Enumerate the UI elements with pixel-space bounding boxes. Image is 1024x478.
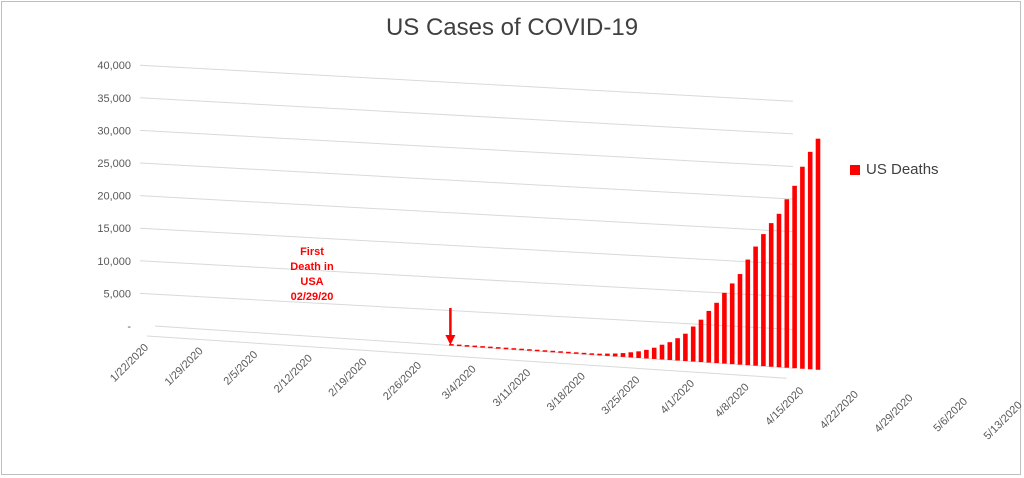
bar <box>675 338 680 361</box>
bar <box>456 344 462 347</box>
legend-label: US Deaths <box>866 161 939 178</box>
bar <box>449 344 454 346</box>
gridline <box>139 260 794 298</box>
bar <box>597 353 602 356</box>
bar <box>800 166 805 369</box>
bar <box>503 347 509 350</box>
bar <box>620 353 626 357</box>
bar <box>612 353 618 357</box>
x-tick-label: 1/22/2020 <box>108 342 151 385</box>
annotation-arrowhead <box>445 335 456 345</box>
bar <box>815 138 821 370</box>
legend-swatch <box>850 164 860 175</box>
bar <box>714 302 719 364</box>
gridline <box>139 97 794 135</box>
bar <box>472 345 478 348</box>
bar <box>628 352 634 358</box>
annotation-text: 02/29/20 <box>291 291 334 303</box>
annotation-text: USA <box>300 276 323 288</box>
y-tick-label: 30,000 <box>97 125 131 137</box>
x-tick-label: 4/22/2020 <box>818 389 861 432</box>
annotation-text: First <box>300 246 324 258</box>
bar <box>495 347 501 349</box>
bar <box>792 185 797 369</box>
x-tick-label: 4/8/2020 <box>713 381 752 420</box>
bar <box>480 346 485 348</box>
bar <box>753 246 758 366</box>
bar <box>558 351 563 353</box>
x-tick-label: 1/29/2020 <box>163 345 206 388</box>
bar <box>464 345 470 347</box>
bar <box>566 351 571 354</box>
gridline <box>139 292 794 330</box>
gridline <box>139 64 794 102</box>
y-tick-label: 25,000 <box>97 158 131 170</box>
y-tick-label: - <box>127 321 131 333</box>
bar <box>745 259 751 366</box>
bar <box>534 349 540 352</box>
gridline <box>139 162 794 200</box>
x-tick-label: 3/4/2020 <box>440 363 479 402</box>
bar <box>581 352 587 355</box>
bar <box>527 349 532 351</box>
x-tick-label: 2/5/2020 <box>222 349 261 388</box>
x-tick-label: 3/11/2020 <box>491 367 534 410</box>
bar <box>488 346 493 349</box>
bar <box>589 353 595 355</box>
x-tick-label: 2/26/2020 <box>381 360 424 403</box>
bar <box>550 350 556 353</box>
bar <box>659 344 665 360</box>
bar <box>573 352 579 354</box>
bar <box>636 351 641 358</box>
bar <box>683 333 688 362</box>
gridline <box>139 129 794 167</box>
y-tick-label: 15,000 <box>97 223 131 235</box>
bar <box>706 310 712 363</box>
y-tick-label: 10,000 <box>97 256 131 268</box>
x-tick-label: 4/15/2020 <box>763 385 806 428</box>
x-tick-label: 5/6/2020 <box>931 396 970 435</box>
y-tick-label: 40,000 <box>97 60 131 72</box>
bar <box>542 350 548 352</box>
bar <box>784 199 790 368</box>
bar <box>729 283 735 365</box>
x-tick-label: 3/18/2020 <box>545 370 588 413</box>
x-tick-label: 2/19/2020 <box>326 356 369 399</box>
x-tick-label: 2/12/2020 <box>272 352 315 395</box>
x-tick-label: 5/13/2020 <box>982 399 1024 442</box>
annotation-text: Death in <box>290 261 334 273</box>
bar <box>651 347 657 359</box>
x-tick-label: 4/1/2020 <box>658 378 697 417</box>
bar <box>605 353 610 356</box>
bar <box>807 151 813 370</box>
bar <box>737 274 743 365</box>
gridline <box>139 227 794 265</box>
y-tick-label: 5,000 <box>103 288 131 300</box>
legend: US Deaths <box>850 161 939 178</box>
gridline <box>139 195 794 233</box>
bar <box>519 348 524 351</box>
chart-title: US Cases of COVID-19 <box>385 14 639 41</box>
bar <box>722 292 727 364</box>
bar <box>667 342 673 360</box>
bar <box>511 348 517 350</box>
bar <box>644 349 649 359</box>
bar <box>698 319 704 363</box>
bar <box>690 326 696 362</box>
x-tick-label: 4/29/2020 <box>872 392 915 435</box>
bar <box>761 234 766 367</box>
floor-front-edge <box>146 335 787 379</box>
bar <box>776 213 782 368</box>
y-tick-label: 35,000 <box>97 93 131 105</box>
y-tick-label: 20,000 <box>97 191 131 203</box>
x-tick-label: 3/25/2020 <box>599 374 642 417</box>
bar <box>768 223 774 367</box>
